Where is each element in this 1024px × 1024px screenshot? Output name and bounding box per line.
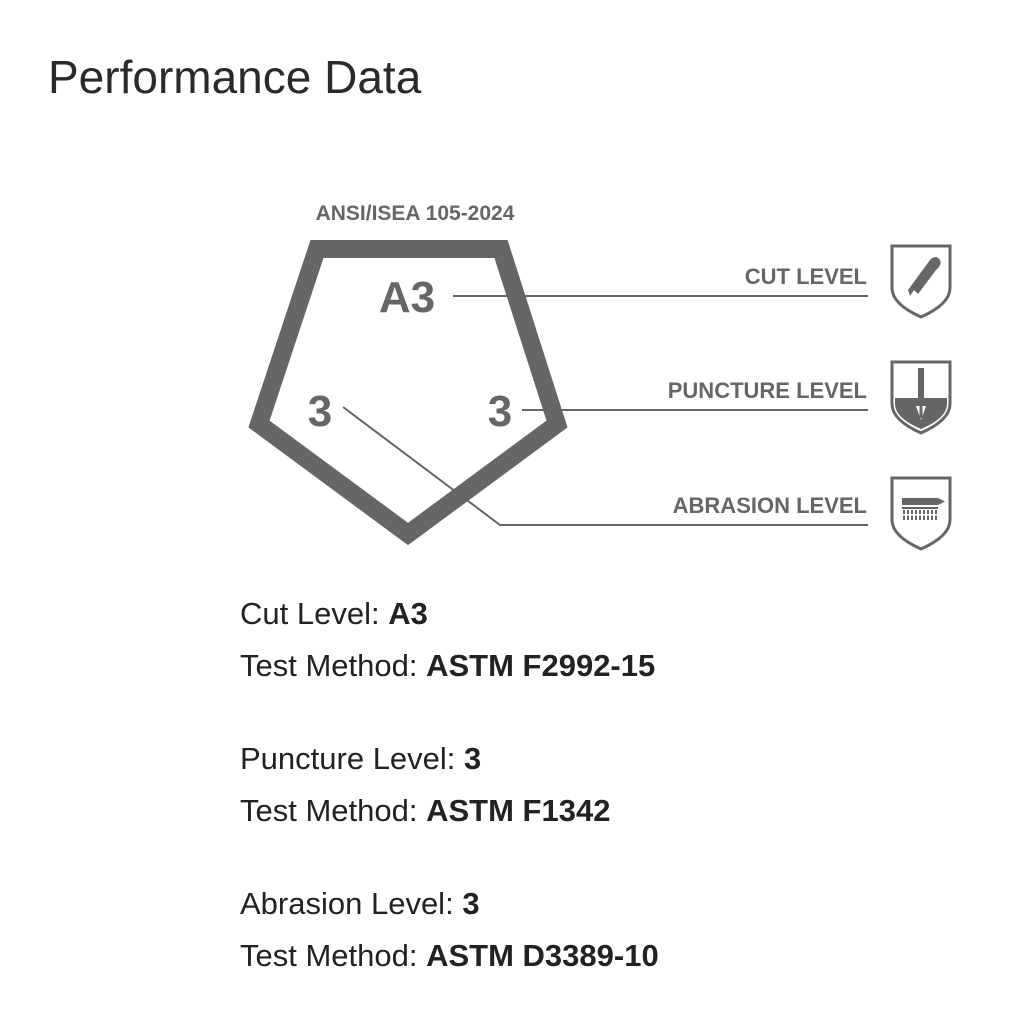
puncture-method-value: ASTM F1342 bbox=[426, 793, 611, 828]
abrasion-value: 3 bbox=[308, 387, 332, 436]
abrasion-method-value: ASTM D3389-10 bbox=[426, 938, 659, 973]
cut-spec: Cut Level: A3 Test Method: ASTM F2992-15 bbox=[240, 588, 659, 692]
abrasion-leader-line bbox=[342, 406, 868, 526]
abrasion-level-text: Abrasion Level: bbox=[240, 886, 463, 921]
specs-list: Cut Level: A3 Test Method: ASTM F2992-15… bbox=[240, 588, 659, 1023]
pentagon-frame bbox=[248, 240, 568, 546]
puncture-spec: Puncture Level: 3 Test Method: ASTM F134… bbox=[240, 733, 659, 837]
abrasion-level-label: ABRASION LEVEL bbox=[673, 493, 867, 518]
puncture-level-text: Puncture Level: bbox=[240, 741, 465, 776]
puncture-level-label: PUNCTURE LEVEL bbox=[668, 378, 867, 403]
cut-level-label: CUT LEVEL bbox=[745, 264, 867, 289]
cut-level-value: A3 bbox=[388, 596, 428, 631]
cut-value: A3 bbox=[379, 273, 435, 322]
puncture-level-value: 3 bbox=[464, 741, 482, 776]
abrasion-brush-shield-icon bbox=[890, 476, 952, 551]
puncture-method-text: Test Method: bbox=[240, 793, 427, 828]
cut-method-value: ASTM F2992-15 bbox=[426, 648, 656, 683]
abrasion-level-value: 3 bbox=[462, 886, 480, 921]
cut-method-line: Test Method: ASTM F2992-15 bbox=[240, 640, 659, 692]
puncture-method-line: Test Method: ASTM F1342 bbox=[240, 785, 659, 837]
abrasion-spec: Abrasion Level: 3 Test Method: ASTM D338… bbox=[240, 878, 659, 982]
puncture-value: 3 bbox=[488, 387, 512, 436]
cut-knife-shield-icon bbox=[890, 244, 952, 319]
page-title: Performance Data bbox=[48, 51, 422, 103]
standard-label: ANSI/ISEA 105-2024 bbox=[316, 202, 515, 225]
cut-level-text: Cut Level: bbox=[240, 596, 389, 631]
abrasion-method-line: Test Method: ASTM D3389-10 bbox=[240, 930, 659, 982]
abrasion-level-line: Abrasion Level: 3 bbox=[240, 878, 659, 930]
puncture-level-line: Puncture Level: 3 bbox=[240, 733, 659, 785]
cut-level-line: Cut Level: A3 bbox=[240, 588, 659, 640]
abrasion-method-text: Test Method: bbox=[240, 938, 427, 973]
puncture-needle-shield-icon bbox=[890, 360, 952, 435]
cut-method-text: Test Method: bbox=[240, 648, 427, 683]
